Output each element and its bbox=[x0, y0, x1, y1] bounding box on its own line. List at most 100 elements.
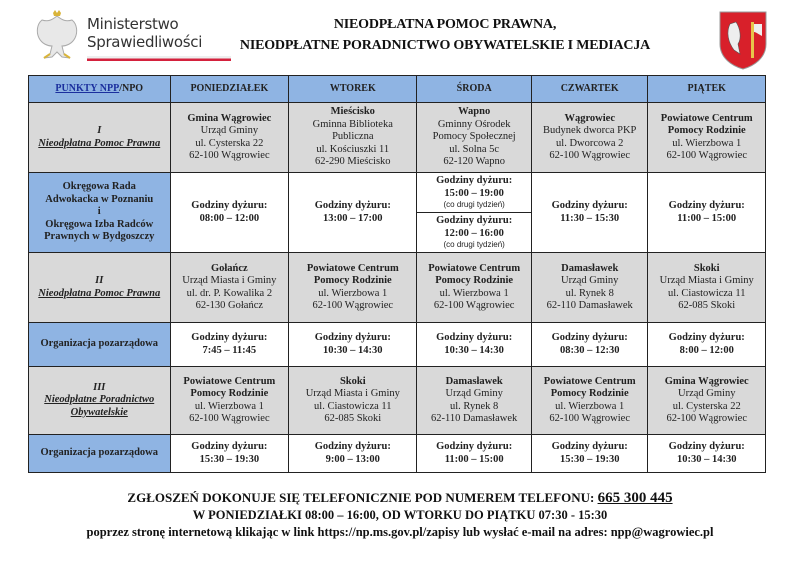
cell-bold-line: Pomocy Rodzinie bbox=[190, 388, 269, 399]
footer-hours: W PONIEDZIAŁKI 08:00 – 16:00, OD WTORKU … bbox=[192, 508, 608, 522]
cell-bold-line: Skoki bbox=[339, 375, 366, 387]
cell-bold-line: Godziny dyżuru: bbox=[314, 332, 391, 343]
cell-bold-line: Godziny dyżuru: bbox=[668, 200, 745, 211]
cell-line: Urząd Miasta i Gminy bbox=[305, 388, 400, 399]
schedule-cell: Godziny dyżuru: 10:30 – 14:30 bbox=[288, 322, 418, 367]
schedule-cell: Powiatowe Centrum Pomocy Rodzinie ul. Wier… bbox=[530, 366, 649, 435]
schedule-cell: Powiatowe Centrum Pomocy Rodzinie ul. Wier… bbox=[647, 102, 766, 173]
footer-registration: ZGŁOSZEŃ DOKONUJE SIĘ TELEFONICZNIE POD … bbox=[127, 490, 673, 506]
schedule-cell: Wągrowiec Budynek dworca PKP ul. Dworcowa … bbox=[530, 102, 649, 173]
cell-line: 62-130 Gołańcz bbox=[195, 300, 264, 311]
cell-bold-line: Wapno bbox=[458, 106, 491, 118]
schedule-cell: Gmina Wągrowiec Urząd Gminy ul. Cysterska … bbox=[647, 366, 766, 435]
row-label-line: i bbox=[97, 206, 101, 218]
schedule-cell: Godziny dyżuru: 7:45 – 11:45 bbox=[169, 322, 290, 367]
cell-line: ul. Dworcowa 2 bbox=[556, 137, 624, 149]
table-header-row: PUNKTY NPP/NPO PONIEDZIAŁEK WTOREK ŚRODA CZ… bbox=[28, 75, 766, 103]
cell-line: 62-100 Wągrowiec bbox=[666, 413, 748, 424]
row-label-line: I bbox=[97, 125, 102, 136]
cell-bold-line: Gmina Wągrowiec bbox=[664, 375, 749, 387]
cell-bold-line: 9:00 – 13:00 bbox=[325, 453, 380, 465]
schedule-cell: Gmina Wągrowiec Urząd Gminy ul. Cysterska … bbox=[169, 102, 290, 173]
row-label: Okręgowa Rada Adwokacka w Poznaniu i Okręgo… bbox=[28, 172, 171, 253]
header-day: PONIEDZIAŁEK bbox=[169, 75, 290, 103]
cell-bold-line: Damasławek bbox=[561, 262, 619, 274]
cell-bold-line: Godziny dyżuru: bbox=[314, 200, 391, 211]
footer: ZGŁOSZEŃ DOKONUJE SIĘ TELEFONICZNIE POD … bbox=[0, 489, 800, 541]
schedule-cell: Godziny dyżuru: 15:00 – 19:00 (co drugi ty… bbox=[416, 172, 532, 253]
cell-line: Urząd Miasta i Gminy bbox=[659, 275, 754, 286]
cell-line: Urząd Gminy bbox=[560, 275, 619, 286]
cell-bold-line: Godziny dyżuru: bbox=[191, 332, 268, 343]
cell-line: ul. Wierzbowa 1 bbox=[194, 400, 264, 412]
cell-bold-line: Gmina Wągrowiec bbox=[187, 112, 272, 124]
schedule-subcell: Godziny dyżuru: 15:00 – 19:00 (co drugi ty… bbox=[417, 173, 531, 212]
cell-line: 62-085 Skoki bbox=[324, 413, 382, 424]
schedule-cell: Godziny dyżuru: 11:00 – 15:00 bbox=[416, 434, 532, 473]
phone-number[interactable]: 665 300 445 bbox=[597, 490, 673, 506]
points-link[interactable]: PUNKTY NPP bbox=[55, 82, 120, 94]
cell-bold-line: Godziny dyżuru: bbox=[436, 332, 513, 343]
cell-line: ul. Wierzbowa 1 bbox=[672, 137, 742, 149]
schedule-cell: Mieścisko Gminna Biblioteka Publiczna ul. K… bbox=[288, 102, 418, 173]
cell-bold-line: Godziny dyżuru: bbox=[668, 441, 745, 452]
cell-line: Pomocy Społecznej bbox=[432, 131, 516, 143]
cell-bold-line: Powiatowe Centrum bbox=[183, 375, 276, 387]
schedule-cell: Skoki Urząd Miasta i Gminy ul. Ciastowicza… bbox=[647, 252, 766, 323]
cell-bold-line: Skoki bbox=[693, 262, 720, 274]
cell-line: ul. Ciastowicza 11 bbox=[314, 400, 392, 412]
coat-of-arms-icon bbox=[719, 11, 767, 70]
cell-line: Budynek dworca PKP bbox=[543, 125, 637, 136]
cell-bold-line: Pomocy Rodzinie bbox=[313, 275, 392, 286]
schedule-cell: Damasławek Urząd Gminy ul. Rynek 8 62-110 D… bbox=[416, 366, 532, 435]
header-day: WTOREK bbox=[288, 75, 418, 103]
cell-line: 62-290 Mieścisko bbox=[315, 156, 391, 168]
row-label-line: Nieodpłatna Pomoc Prawna bbox=[38, 287, 161, 299]
cell-bold-line: 13:00 – 17:00 bbox=[323, 212, 383, 224]
cell-line: Urząd Gminy bbox=[445, 388, 503, 399]
cell-line: Publiczna bbox=[332, 131, 374, 143]
cell-line: ul. Solna 5c bbox=[449, 143, 500, 155]
cell-bold-line: 11:00 – 15:00 bbox=[677, 212, 737, 224]
schedule-cell: Godziny dyżuru: 9:00 – 13:00 bbox=[288, 434, 418, 473]
row-label: II Nieodpłatna Pomoc Prawna bbox=[28, 252, 171, 323]
cell-bold-line: Godziny dyżuru: bbox=[551, 332, 628, 343]
cell-line: 62-100 Wągrowiec bbox=[549, 150, 630, 161]
row-label-line: Okręgowa Izba Radców bbox=[45, 218, 154, 230]
cell-bold-line: Mieścisko bbox=[330, 106, 375, 118]
cell-note: (co drugi tydzień) bbox=[443, 240, 505, 249]
cell-line: 62-100 Wągrowiec bbox=[549, 413, 630, 424]
cell-bold-line: Godziny dyżuru: bbox=[436, 441, 513, 452]
cell-line: 62-110 Damasławek bbox=[431, 413, 518, 424]
cell-line: ul. Wierzbowa 1 bbox=[439, 287, 509, 299]
schedule-cell: Gołańcz Urząd Miasta i Gminy ul. dr. P. Ko… bbox=[169, 252, 290, 323]
schedule-table: PUNKTY NPP/NPO PONIEDZIAŁEK WTOREK ŚRODA CZ… bbox=[28, 75, 766, 473]
cell-bold-line: 08:00 – 12:00 bbox=[199, 212, 260, 224]
schedule-cell: Godziny dyżuru: 13:00 – 17:00 bbox=[288, 172, 418, 253]
row-label-line: Obywatelskie bbox=[70, 406, 128, 418]
cell-line: ul. Wierzbowa 1 bbox=[318, 287, 388, 299]
cell-bold-line: Godziny dyżuru: bbox=[551, 441, 628, 452]
cell-line: Gminna Biblioteka bbox=[312, 118, 393, 130]
cell-bold-line: 11:30 – 15:30 bbox=[560, 212, 620, 224]
cell-line: Urząd Gminy bbox=[678, 388, 736, 399]
cell-bold-line: 10:30 – 14:30 bbox=[676, 453, 737, 465]
schedule-cell: Godziny dyżuru: 10:30 – 14:30 bbox=[416, 322, 532, 367]
cell-note: (co drugi tydzień) bbox=[443, 200, 505, 209]
cell-bold-line: Gołańcz bbox=[210, 262, 248, 274]
page-title: NIEODPŁATNA POMOC PRAWNA, NIEODPŁATNE PO… bbox=[239, 17, 651, 53]
cell-bold-line: 12:00 – 16:00 bbox=[444, 227, 504, 239]
cell-line: 62-120 Wapno bbox=[443, 156, 505, 168]
cell-bold-line: Pomocy Rodzinie bbox=[550, 388, 629, 399]
cell-bold-line: 15:30 – 19:30 bbox=[199, 453, 260, 465]
schedule-cell: Powiatowe Centrum Pomocy Rodzinie ul. Wier… bbox=[416, 252, 532, 323]
table-row: I Nieodpłatna Pomoc Prawna Gmina Wągrowiec… bbox=[28, 102, 766, 173]
header-points: PUNKTY NPP/NPO bbox=[28, 75, 171, 103]
cell-line: ul. Ciastowicza 11 bbox=[667, 287, 746, 299]
schedule-subcell: Godziny dyżuru: 12:00 – 16:00 (co drugi ty… bbox=[417, 212, 531, 252]
cell-line: ul. Cysterska 22 bbox=[672, 400, 741, 412]
cell-bold-line: Powiatowe Centrum bbox=[306, 262, 399, 274]
schedule-cell: Godziny dyżuru: 08:00 – 12:00 bbox=[169, 172, 290, 253]
schedule-cell: Godziny dyżuru: 08:30 – 12:30 bbox=[530, 322, 649, 367]
cell-bold-line: Damasławek bbox=[445, 375, 503, 387]
